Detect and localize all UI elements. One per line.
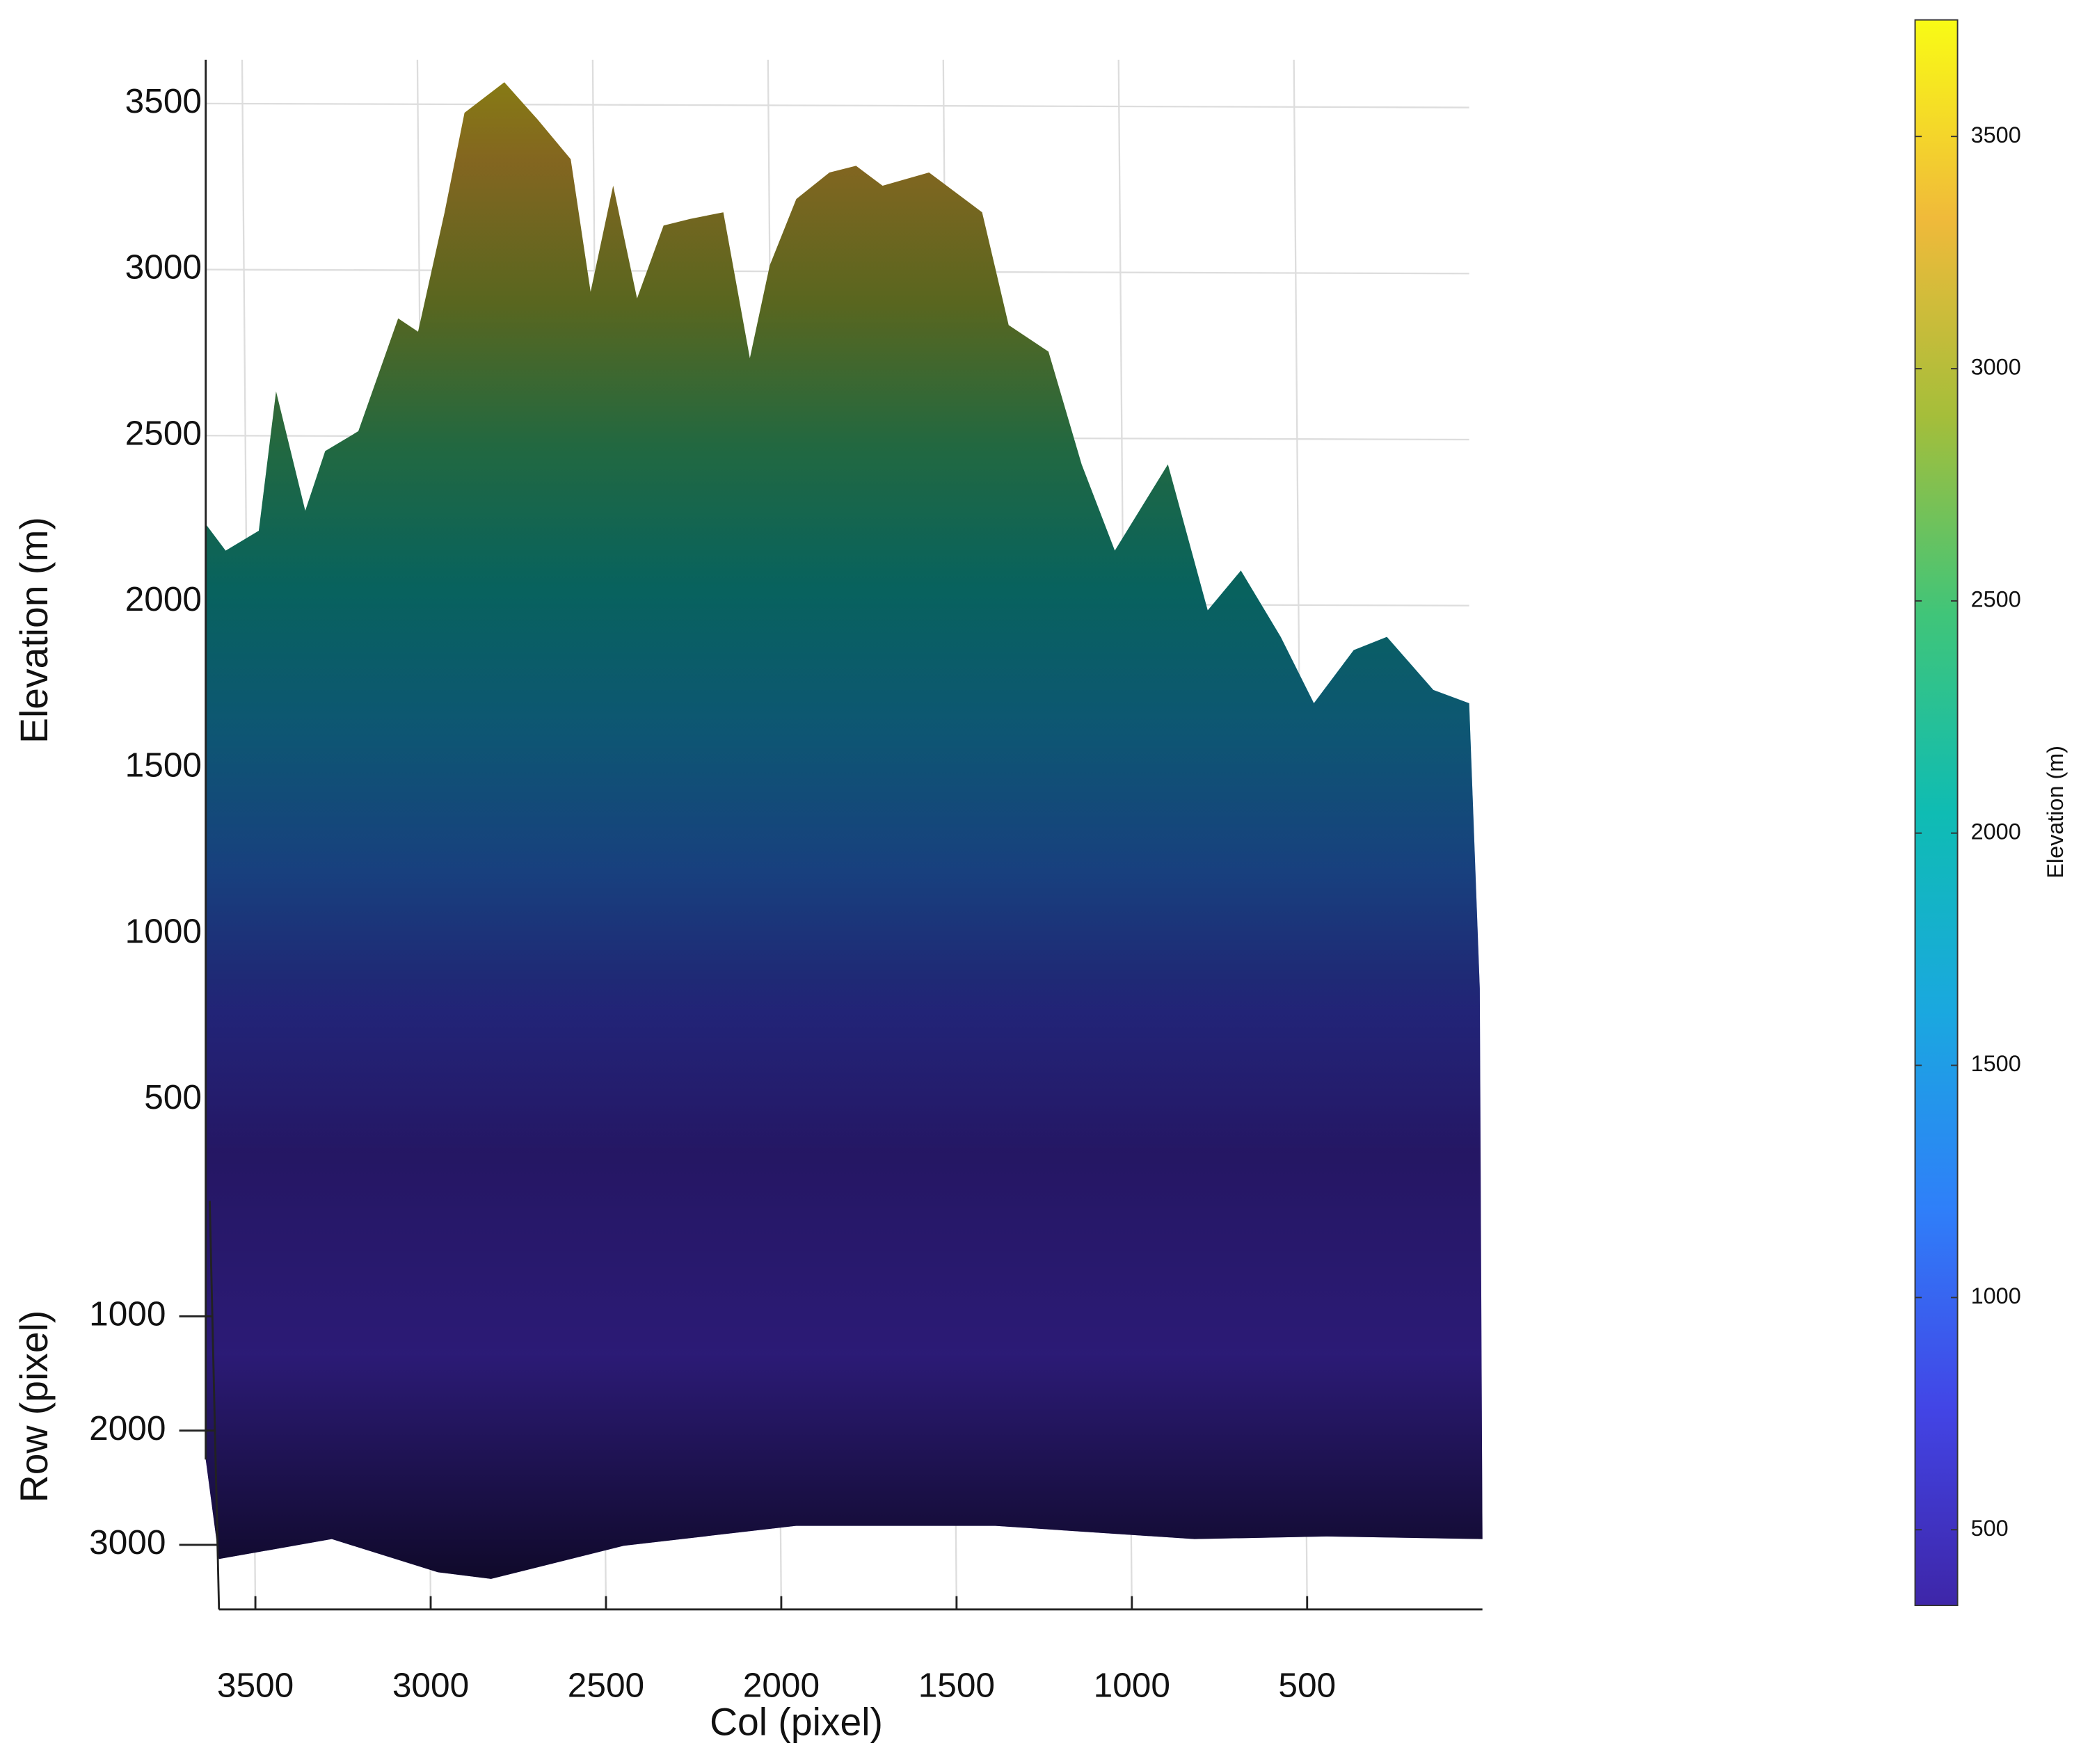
surface-shading <box>205 82 1483 1579</box>
z-tick-label: 2000 <box>125 579 202 618</box>
grid-line <box>205 102 1469 109</box>
z-tick-label: 500 <box>144 1077 202 1116</box>
z-tick-label: 3500 <box>125 81 202 120</box>
y-axis <box>208 1201 221 1610</box>
colorbar-tick-label: 1500 <box>1971 1051 2021 1076</box>
colorbar-tick-label: 3500 <box>1971 122 2021 147</box>
colorbar-tick-label: 2500 <box>1971 586 2021 611</box>
x-axis-label: Col (pixel) <box>710 1700 883 1743</box>
z-tick-label: 1000 <box>125 911 202 950</box>
colorbar-tick-label: 1000 <box>1971 1283 2021 1308</box>
colorbar-tick-label: 3000 <box>1971 355 2021 380</box>
z-tick-label: 3000 <box>125 248 202 287</box>
x-tick-label: 1000 <box>1094 1665 1170 1704</box>
colorbar <box>1914 19 1959 1607</box>
x-tick-label: 2500 <box>568 1665 644 1704</box>
colorbar-label: Elevation (m) <box>2043 746 2068 879</box>
y-tick-label: 1000 <box>89 1294 166 1333</box>
z-tick-label: 2500 <box>125 413 202 452</box>
z-tick-label: 1500 <box>125 746 202 785</box>
x-tick-label: 2000 <box>743 1665 820 1704</box>
colorbar-tick-label: 500 <box>1971 1516 2009 1541</box>
y-tick-label: 3000 <box>89 1523 166 1562</box>
x-tick-label: 1500 <box>918 1665 995 1704</box>
x-tick-label: 3500 <box>217 1665 294 1704</box>
y-tick-label: 2000 <box>89 1409 166 1448</box>
x-tick-label: 3000 <box>392 1665 469 1704</box>
x-tick-label: 500 <box>1278 1665 1336 1704</box>
colorbar-tick-label: 2000 <box>1971 819 2021 844</box>
y-axis-label: Row (pixel) <box>13 1310 56 1503</box>
z-axis-label: Elevation (m) <box>13 517 56 744</box>
